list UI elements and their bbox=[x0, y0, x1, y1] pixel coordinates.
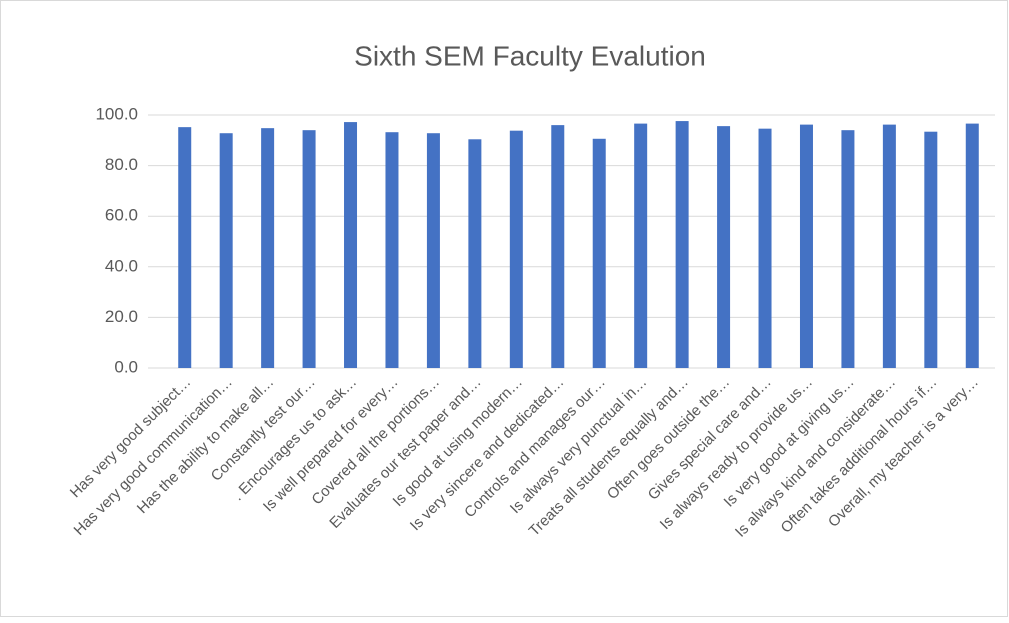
y-tick-label: 80.0 bbox=[105, 155, 138, 174]
bar bbox=[426, 133, 440, 368]
bar bbox=[178, 127, 192, 368]
y-tick-label: 0.0 bbox=[114, 357, 138, 376]
bar bbox=[758, 128, 772, 368]
bar bbox=[344, 122, 358, 368]
bar bbox=[675, 121, 689, 369]
y-tick-label: 60.0 bbox=[105, 206, 138, 225]
bar bbox=[592, 138, 606, 368]
bar bbox=[717, 126, 731, 368]
bar bbox=[468, 139, 482, 368]
bar bbox=[965, 123, 979, 369]
bar bbox=[634, 123, 648, 369]
y-tick-label: 20.0 bbox=[105, 307, 138, 326]
bar bbox=[799, 124, 813, 368]
bar bbox=[302, 130, 316, 368]
bar bbox=[261, 128, 275, 368]
bar bbox=[924, 131, 938, 368]
y-tick-label: 100.0 bbox=[95, 104, 138, 123]
bar bbox=[385, 132, 399, 368]
bar bbox=[219, 133, 233, 368]
bar bbox=[509, 130, 523, 368]
chart-title: Sixth SEM Faculty Evalution bbox=[354, 40, 706, 71]
bar bbox=[551, 125, 565, 369]
bar bbox=[841, 130, 855, 368]
y-tick-label: 40.0 bbox=[105, 256, 138, 275]
bar bbox=[882, 124, 896, 368]
